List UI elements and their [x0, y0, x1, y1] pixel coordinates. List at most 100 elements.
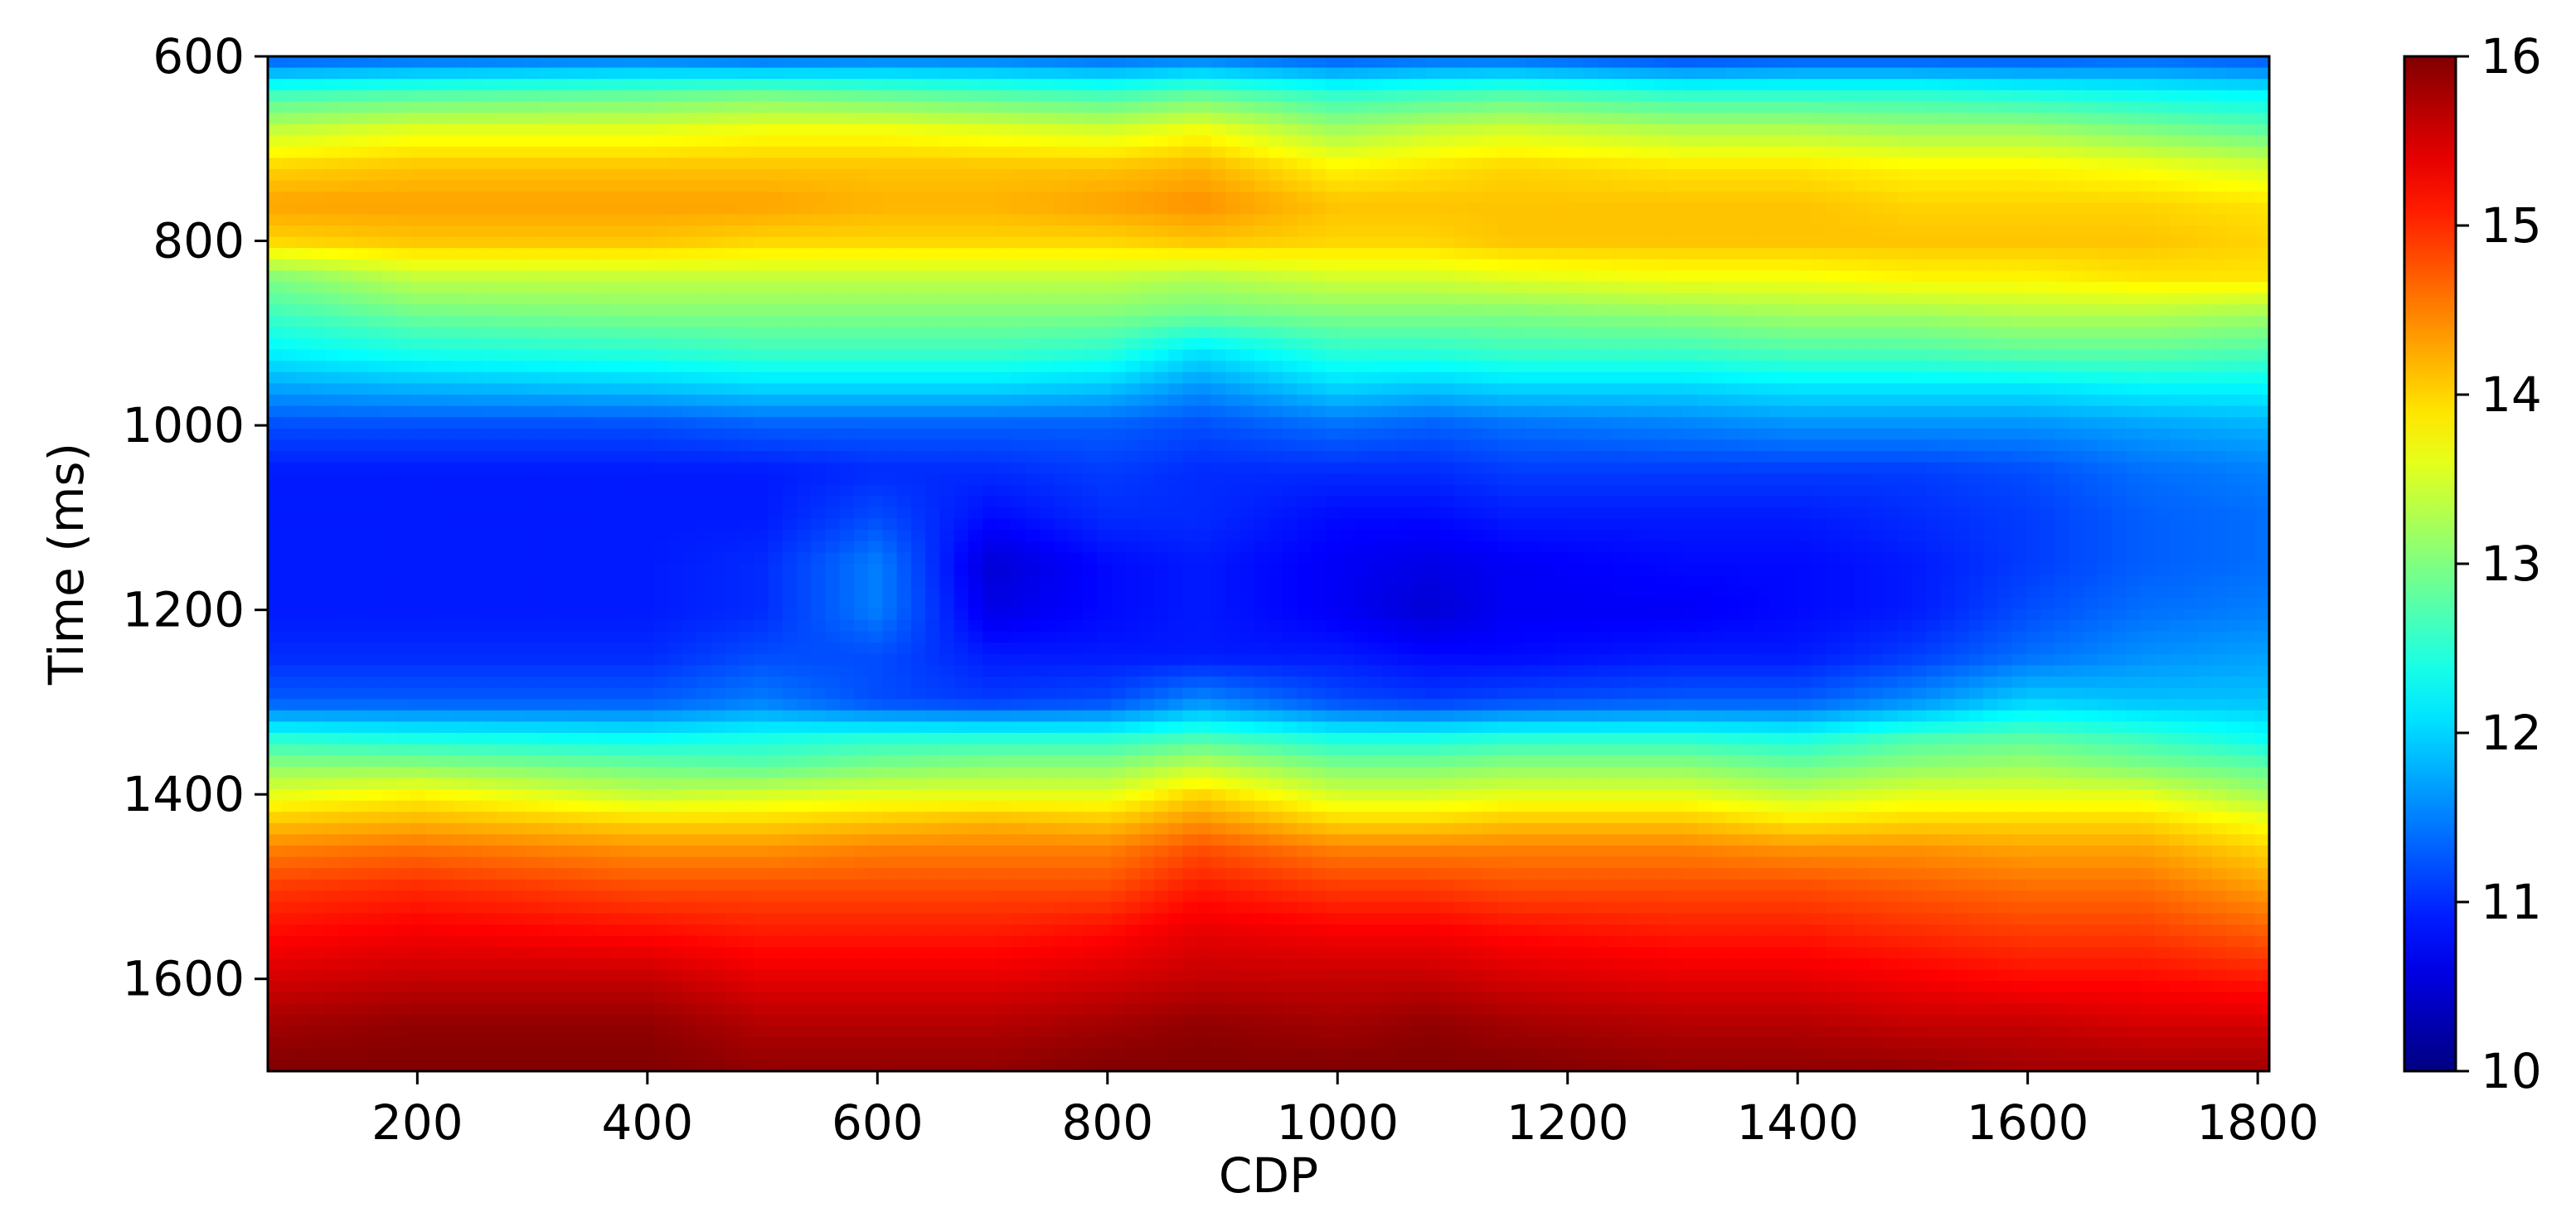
heatmap-cell: [454, 327, 469, 339]
heatmap-cell: [1754, 158, 1770, 170]
heatmap-cell: [1897, 327, 1913, 339]
heatmap-cell: [1569, 451, 1584, 463]
heatmap-cell: [2069, 56, 2084, 69]
heatmap-cell: [1997, 79, 2013, 91]
heatmap-cell: [1597, 315, 1613, 328]
heatmap-cell: [682, 236, 698, 249]
heatmap-cell: [1354, 79, 1370, 91]
heatmap-cell: [2040, 135, 2056, 148]
heatmap-cell: [353, 371, 369, 385]
heatmap-cell: [1626, 417, 1642, 429]
heatmap-cell: [2254, 202, 2270, 216]
heatmap-cell: [796, 214, 813, 226]
heatmap-cell: [1297, 248, 1312, 260]
heatmap-cell: [1583, 349, 1598, 361]
heatmap-cell: [1439, 236, 1455, 249]
heatmap-cell: [2011, 56, 2027, 69]
heatmap-cell: [2254, 270, 2270, 283]
heatmap-cell: [1697, 113, 1713, 125]
heatmap-cell: [1397, 395, 1413, 407]
heatmap-cell: [1139, 67, 1155, 80]
heatmap-cell: [2083, 236, 2098, 249]
heatmap-cell: [410, 439, 426, 452]
heatmap-cell: [353, 124, 369, 136]
heatmap-cell: [1711, 202, 1727, 216]
heatmap-cell: [1325, 451, 1341, 463]
heatmap-cell: [1325, 293, 1341, 305]
heatmap-cell: [725, 101, 740, 114]
heatmap-cell: [1711, 236, 1727, 249]
heatmap-cell: [610, 192, 626, 204]
heatmap-cell: [1482, 56, 1498, 69]
heatmap-cell: [1526, 315, 1541, 328]
heatmap-cell: [1139, 113, 1155, 125]
heatmap-cell: [1697, 327, 1713, 339]
heatmap-cell: [1840, 113, 1856, 125]
heatmap-cell: [310, 428, 326, 441]
heatmap-cell: [454, 304, 469, 317]
heatmap-cell: [539, 67, 555, 80]
heatmap-cell: [568, 226, 584, 238]
heatmap-cell: [1597, 67, 1613, 80]
heatmap-cell: [768, 259, 783, 272]
heatmap-cell: [2226, 226, 2242, 238]
heatmap-cell: [296, 79, 312, 91]
heatmap-cell: [682, 395, 698, 407]
heatmap-cell: [596, 101, 612, 114]
heatmap-cell: [740, 361, 755, 373]
heatmap-cell: [682, 226, 698, 238]
heatmap-cell: [653, 56, 669, 69]
heatmap-cell: [925, 282, 941, 294]
heatmap-cell: [1068, 90, 1084, 103]
heatmap-cell: [782, 124, 798, 136]
heatmap-cell: [2169, 304, 2185, 317]
heatmap-cell: [1068, 349, 1084, 361]
heatmap-cell: [2054, 214, 2070, 226]
heatmap-cell: [2212, 428, 2228, 441]
heatmap-cell: [1068, 270, 1084, 283]
heatmap-cell: [1397, 124, 1413, 136]
heatmap-cell: [1911, 383, 1927, 395]
heatmap-cell: [2112, 327, 2127, 339]
heatmap-cell: [1797, 293, 1813, 305]
heatmap-cell: [1683, 293, 1699, 305]
heatmap-cell: [1554, 90, 1569, 103]
heatmap-cell: [1269, 67, 1284, 80]
heatmap-cell: [1082, 282, 1098, 294]
heatmap-cell: [1011, 248, 1026, 260]
heatmap-cell: [925, 259, 941, 272]
heatmap-cell: [1425, 56, 1441, 69]
heatmap-cell: [925, 169, 941, 182]
heatmap-cell: [454, 202, 469, 216]
heatmap-cell: [1797, 113, 1813, 125]
heatmap-cell: [1897, 371, 1913, 385]
heatmap-cell: [1225, 56, 1241, 69]
heatmap-cell: [625, 282, 641, 294]
heatmap-cell: [625, 79, 641, 91]
heatmap-cell: [754, 361, 769, 373]
heatmap-cell: [296, 248, 312, 260]
heatmap-cell: [2083, 101, 2098, 114]
heatmap-cell: [1025, 428, 1041, 441]
heatmap-cell: [539, 304, 555, 317]
heatmap-cell: [1511, 101, 1527, 114]
heatmap-cell: [1540, 417, 1555, 429]
heatmap-cell: [682, 56, 698, 69]
heatmap-cell: [1940, 56, 1956, 69]
heatmap-cell: [1340, 180, 1356, 192]
heatmap-cell: [410, 315, 426, 328]
heatmap-cell: [997, 124, 1012, 136]
heatmap-cell: [811, 202, 827, 216]
heatmap-cell: [1826, 293, 1841, 305]
heatmap-cell: [539, 56, 555, 69]
heatmap-cell: [1626, 349, 1642, 361]
heatmap-cell: [2212, 236, 2228, 249]
heatmap-cell: [1840, 327, 1856, 339]
heatmap-cell: [296, 113, 312, 125]
heatmap-cell: [1926, 383, 1942, 395]
heatmap-cell: [725, 90, 740, 103]
heatmap-cell: [1911, 90, 1927, 103]
heatmap-cell: [310, 349, 326, 361]
heatmap-cell: [968, 395, 983, 407]
